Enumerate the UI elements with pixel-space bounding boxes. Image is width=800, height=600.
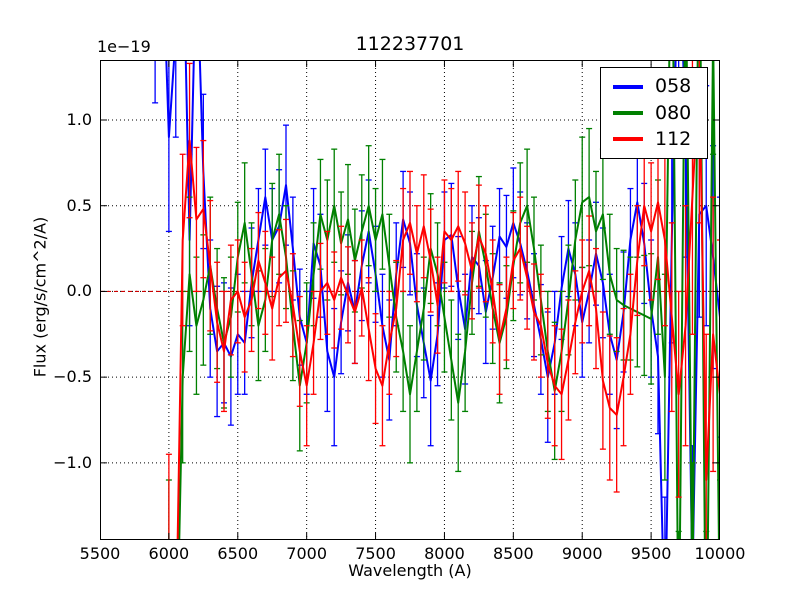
y-tick-label: 1.0 [66, 110, 92, 129]
tick-marks [100, 61, 720, 539]
x-tick-label: 8000 [424, 544, 465, 563]
legend-item-label: 058 [655, 75, 692, 98]
legend-line-swatch [613, 137, 643, 142]
x-tick-label: 7000 [286, 544, 328, 563]
axes-frame [100, 60, 720, 540]
legend-item-112: 112 [613, 127, 699, 150]
x-tick-label: 9500 [630, 544, 672, 563]
x-tick-label: 6000 [148, 544, 190, 563]
series-080-line [178, 60, 720, 540]
x-tick-label: 6500 [217, 544, 259, 563]
legend-line-swatch [613, 84, 643, 89]
legend-item-080: 080 [613, 101, 699, 124]
y-tick-label: 0.0 [66, 281, 92, 301]
x-tick-label: 5500 [79, 544, 121, 563]
legend-item-label: 080 [655, 101, 692, 124]
legend-item-058: 058 [613, 77, 699, 96]
y-axis-offset-text: 1e−19 [97, 37, 151, 56]
legend: 058 080 112 [600, 67, 708, 159]
x-tick-label: 7500 [355, 544, 396, 563]
y-tick-label: −1.0 [53, 452, 92, 472]
x-tick-label: 9000 [561, 544, 603, 563]
y-tick-label: −0.5 [53, 367, 92, 387]
chart-title: 112237701 [355, 33, 465, 55]
legend-line-swatch [613, 111, 643, 115]
y-tick-label: 0.5 [66, 195, 92, 215]
legend-item-label: 112 [655, 127, 692, 150]
x-tick-label: 8500 [492, 544, 534, 563]
series-112-line [176, 67, 720, 540]
x-tick-label: 10000 [694, 544, 746, 563]
x-axis-label: Wavelength (A) [348, 561, 472, 580]
